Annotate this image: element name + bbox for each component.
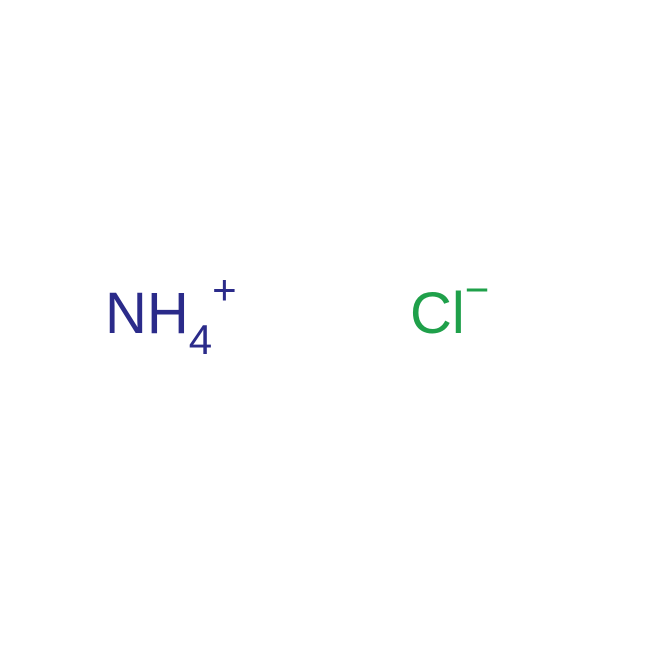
ammonium-superscript: + — [212, 269, 237, 311]
ammonium-subscript: 4 — [189, 319, 212, 361]
chloride-superscript: − — [465, 269, 490, 311]
chloride-element: Cl — [410, 285, 465, 343]
ammonium-ion: NH 4 + — [105, 285, 237, 343]
chemical-diagram: NH 4 + Cl − — [0, 0, 650, 650]
chloride-ion: Cl − — [410, 285, 489, 343]
ammonium-element: NH — [105, 285, 189, 343]
